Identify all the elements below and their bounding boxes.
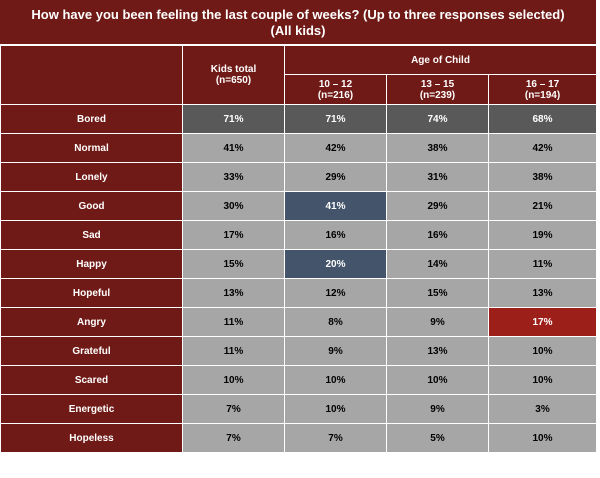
data-cell: 7% (182, 394, 285, 424)
data-cell: 5% (386, 423, 489, 453)
corner-header (0, 45, 183, 105)
column-label: 16 – 17 (525, 78, 560, 90)
row-label: Normal (0, 133, 183, 163)
table-row: Hopeless 7% 7% 5% 10% (0, 423, 598, 453)
table-row: Energetic 7% 10% 9% 3% (0, 394, 598, 424)
data-cell: 71% (284, 104, 387, 134)
column-n: (n=650) (215, 75, 252, 86)
data-cell: 30% (182, 191, 285, 221)
title-line-2: (All kids) (270, 23, 326, 38)
data-cell: 11% (182, 307, 285, 337)
data-cell: 33% (182, 162, 285, 192)
column-label: Kids total (210, 64, 257, 75)
data-cell: 3% (487, 394, 598, 424)
row-label: Hopeful (0, 278, 183, 308)
data-cell: 16% (284, 220, 387, 250)
data-cell: 29% (386, 191, 489, 221)
data-cell: 14% (386, 249, 489, 279)
row-label: Lonely (0, 162, 183, 192)
column-n: (n=216) (317, 89, 354, 101)
data-cell: 41% (284, 191, 387, 221)
data-cell: 10% (487, 336, 598, 366)
table-row: Happy 15% 20% 14% 11% (0, 249, 598, 279)
data-cell: 38% (386, 133, 489, 163)
table-row: Bored 71% 71% 74% 68% (0, 104, 598, 134)
data-cell: 13% (487, 278, 598, 308)
column-header-16-17: 16 – 17 (n=194) (487, 74, 598, 105)
data-cell: 20% (284, 249, 387, 279)
row-label: Energetic (0, 394, 183, 424)
data-cell: 13% (386, 336, 489, 366)
column-n: (n=194) (524, 89, 561, 101)
column-label: 13 – 15 (420, 78, 455, 90)
table-row: Scared 10% 10% 10% 10% (0, 365, 598, 395)
row-label: Grateful (0, 336, 183, 366)
data-cell: 15% (182, 249, 285, 279)
table-row: Normal 41% 42% 38% 42% (0, 133, 598, 163)
data-cell: 41% (182, 133, 285, 163)
data-cell: 10% (386, 365, 489, 395)
row-label: Good (0, 191, 183, 221)
data-cell: 42% (487, 133, 598, 163)
column-label: 10 – 12 (318, 78, 353, 90)
data-cell: 12% (284, 278, 387, 308)
row-label: Scared (0, 365, 183, 395)
column-n: (n=239) (419, 89, 456, 101)
row-label: Angry (0, 307, 183, 337)
data-cell: 19% (487, 220, 598, 250)
data-cell: 74% (386, 104, 489, 134)
data-cell: 17% (487, 307, 598, 337)
row-label: Sad (0, 220, 183, 250)
column-header-kids-total: Kids total (n=650) (182, 45, 285, 105)
data-cell: 10% (487, 423, 598, 453)
data-cell: 38% (487, 162, 598, 192)
data-cell: 68% (487, 104, 598, 134)
row-label: Bored (0, 104, 183, 134)
table-row: Sad 17% 16% 16% 19% (0, 220, 598, 250)
results-table: Kids total (n=650) Age of Child 10 – 12 … (0, 45, 598, 453)
data-cell: 8% (284, 307, 387, 337)
table-row: Hopeful 13% 12% 15% 13% (0, 278, 598, 308)
table-row: Lonely 33% 29% 31% 38% (0, 162, 598, 192)
data-cell: 9% (386, 307, 489, 337)
data-cell: 21% (487, 191, 598, 221)
row-label: Hopeless (0, 423, 183, 453)
column-header-13-15: 13 – 15 (n=239) (386, 74, 489, 105)
group-header: Age of Child (283, 45, 598, 75)
data-cell: 17% (182, 220, 285, 250)
data-cell: 11% (182, 336, 285, 366)
data-cell: 11% (487, 249, 598, 279)
data-cell: 10% (284, 394, 387, 424)
data-cell: 42% (284, 133, 387, 163)
row-label: Happy (0, 249, 183, 279)
data-cell: 9% (386, 394, 489, 424)
table-row: Good 30% 41% 29% 21% (0, 191, 598, 221)
table-row: Grateful 11% 9% 13% 10% (0, 336, 598, 366)
data-cell: 29% (284, 162, 387, 192)
data-cell: 31% (386, 162, 489, 192)
data-cell: 7% (284, 423, 387, 453)
data-cell: 13% (182, 278, 285, 308)
table-row: Angry 11% 8% 9% 17% (0, 307, 598, 337)
data-cell: 9% (284, 336, 387, 366)
data-cell: 71% (182, 104, 285, 134)
data-cell: 16% (386, 220, 489, 250)
title-line-1: How have you been feeling the last coupl… (31, 7, 565, 22)
data-cell: 15% (386, 278, 489, 308)
data-cell: 10% (284, 365, 387, 395)
data-cell: 10% (487, 365, 598, 395)
chart-title: How have you been feeling the last coupl… (0, 0, 596, 44)
data-cell: 10% (182, 365, 285, 395)
data-cell: 7% (182, 423, 285, 453)
column-header-10-12: 10 – 12 (n=216) (284, 74, 387, 105)
